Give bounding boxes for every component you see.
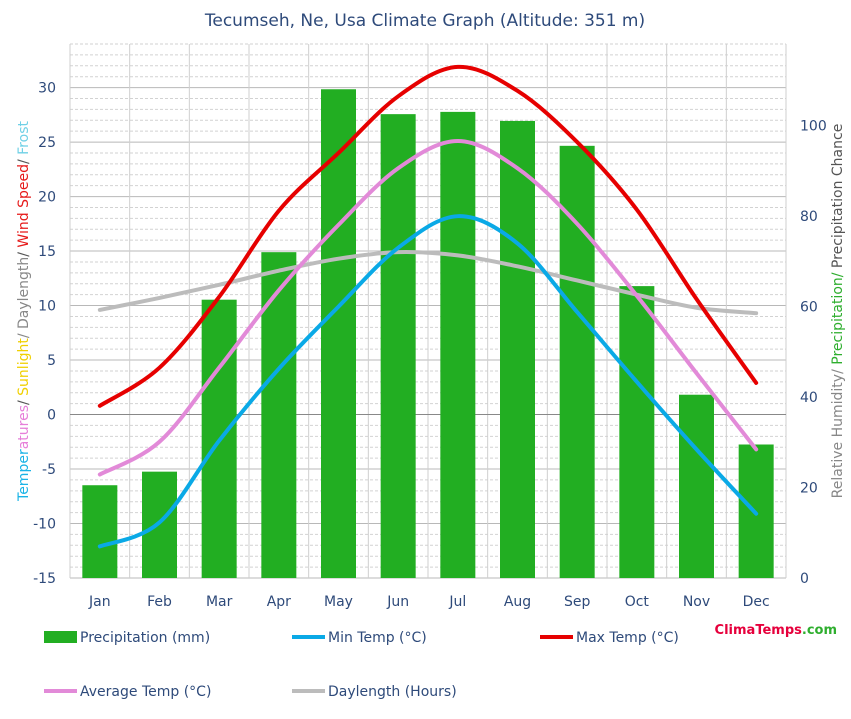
- left-tick-label: 0: [47, 408, 56, 424]
- right-tick-label: 20: [800, 480, 818, 496]
- precipitation-bar-sep: [559, 145, 595, 579]
- right-tick-label: 80: [800, 209, 818, 225]
- x-tick-label-apr: Apr: [267, 594, 291, 610]
- left-axis-label: Temperatures/ Sunlight/ Daylength/ Wind …: [16, 121, 32, 502]
- precipitation-bar-may: [321, 89, 356, 578]
- precipitation-bar-oct: [619, 286, 655, 578]
- right-tick-label: 100: [800, 118, 827, 134]
- x-tick-label-dec: Dec: [743, 594, 770, 610]
- axes: -15 -10 -5 0 5 10 15 20 25 30 0 20 40 60 80 100 Jan Feb Ma…: [16, 81, 846, 610]
- right-axis-label: Relative Humidity/ Precipitation/ Precip…: [830, 124, 846, 499]
- precipitation-bar-nov: [679, 394, 714, 578]
- max-temp-c-line: [97, 64, 759, 408]
- precipitation-bar-aug: [500, 120, 535, 579]
- precipitation-bar-jul: [440, 111, 476, 579]
- temperature-lines: [97, 64, 759, 549]
- min-temp-c-line: [97, 214, 759, 549]
- legend: Precipitation (mm) Min Temp (°C) Max Temp …: [44, 630, 679, 700]
- daylength-hours-line: [97, 250, 759, 316]
- legend-swatch-precipitation-mm: [44, 631, 77, 643]
- branding-logo: ClimaTemps.com: [715, 623, 837, 638]
- average-temp-c-line: [97, 138, 759, 477]
- legend-label-daylength-hours: Daylength (Hours): [328, 684, 457, 700]
- chart-title: Tecumseh, Ne, Usa Climate Graph (Altitud…: [204, 11, 645, 31]
- x-tick-label-jan: Jan: [88, 594, 111, 610]
- x-tick-label-aug: Aug: [504, 594, 531, 610]
- left-tick-label: 25: [38, 135, 56, 151]
- x-tick-label-oct: Oct: [625, 594, 650, 610]
- x-tick-label-feb: Feb: [147, 594, 172, 610]
- right-tick-label: 0: [800, 571, 809, 587]
- left-tick-label: 10: [38, 299, 56, 315]
- legend-label-precipitation-mm: Precipitation (mm): [80, 630, 210, 646]
- left-tick-label: -15: [33, 571, 56, 587]
- left-tick-label: -10: [33, 517, 56, 533]
- left-tick-label: 20: [38, 190, 56, 206]
- legend-label-average-temp-c: Average Temp (°C): [80, 684, 211, 700]
- right-tick-label: 60: [800, 299, 818, 315]
- x-tick-label-sep: Sep: [564, 594, 591, 610]
- legend-label-max-temp-c: Max Temp (°C): [576, 630, 679, 646]
- x-tick-label-nov: Nov: [683, 594, 710, 610]
- precipitation-bar-jun: [380, 114, 416, 578]
- right-tick-label: 40: [800, 390, 818, 406]
- grid: [69, 43, 787, 579]
- precipitation-bar-apr: [261, 252, 297, 578]
- left-tick-label: 15: [38, 244, 56, 260]
- legend-label-min-temp-c: Min Temp (°C): [328, 630, 427, 646]
- left-tick-label: -5: [42, 462, 56, 478]
- x-tick-label-jul: Jul: [448, 594, 466, 610]
- left-tick-label: 30: [38, 81, 56, 97]
- left-tick-label: 5: [47, 353, 56, 369]
- precipitation-bar-jan: [82, 485, 118, 578]
- x-tick-label-jun: Jun: [386, 594, 409, 610]
- x-tick-label-may: May: [324, 594, 353, 610]
- precipitation-bars: [82, 89, 774, 579]
- x-tick-label-mar: Mar: [206, 594, 233, 610]
